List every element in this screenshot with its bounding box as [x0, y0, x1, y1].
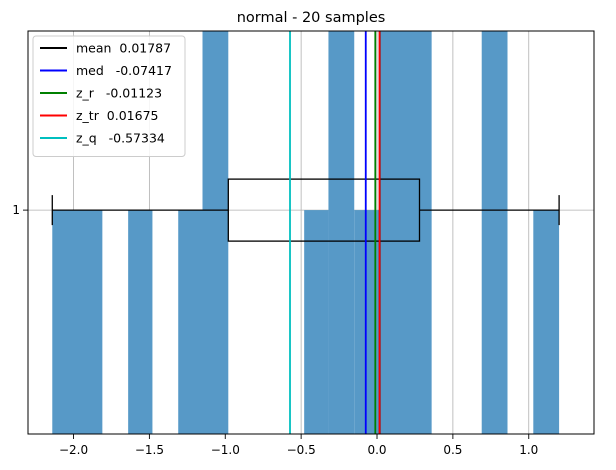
legend-label-z_q: z_q -0.57334 [76, 131, 165, 146]
x-tick-label-5: 0.5 [443, 443, 462, 457]
x-tick-label-2: −1.0 [211, 443, 240, 457]
histogram-bar-3 [202, 31, 229, 434]
histogram-bars [52, 31, 560, 434]
legend: mean 0.01787 med -0.07417 z_r -0.01123 z_tr… [32, 35, 186, 157]
histogram-bar-0 [52, 210, 103, 434]
x-tick-label-4: 0.0 [367, 443, 386, 457]
legend-label-med: med -0.07417 [76, 63, 172, 78]
y-axis: 1 [12, 203, 28, 217]
histogram-bar-2 [178, 210, 203, 434]
histogram-bar-9 [533, 210, 560, 434]
stat-lines [289, 31, 381, 434]
legend-box [32, 35, 186, 157]
legend-label-z_tr: z_tr 0.01675 [76, 108, 159, 123]
legend-label-z_r: z_r -0.01123 [76, 86, 162, 101]
x-tick-label-3: −0.5 [287, 443, 316, 457]
x-tick-label-0: −2.0 [59, 443, 88, 457]
x-tick-label-1: −1.5 [135, 443, 164, 457]
histogram-bar-1 [128, 210, 153, 434]
x-axis: −2.0 −1.5 −1.0 −0.5 0.0 0.5 1.0 [59, 434, 538, 457]
chart-title: normal - 20 samples [237, 10, 386, 26]
boxplot [51, 178, 560, 242]
histogram-bar-5 [328, 31, 355, 434]
histogram-bar-8 [481, 31, 508, 434]
y-tick-label-0: 1 [12, 203, 20, 217]
histogram-bar-7 [380, 31, 432, 434]
x-tick-label-6: 1.0 [519, 443, 538, 457]
plot-frame [27, 30, 595, 435]
histogram-bar-4 [304, 210, 329, 434]
legend-label-mean: mean 0.01787 [76, 41, 171, 56]
